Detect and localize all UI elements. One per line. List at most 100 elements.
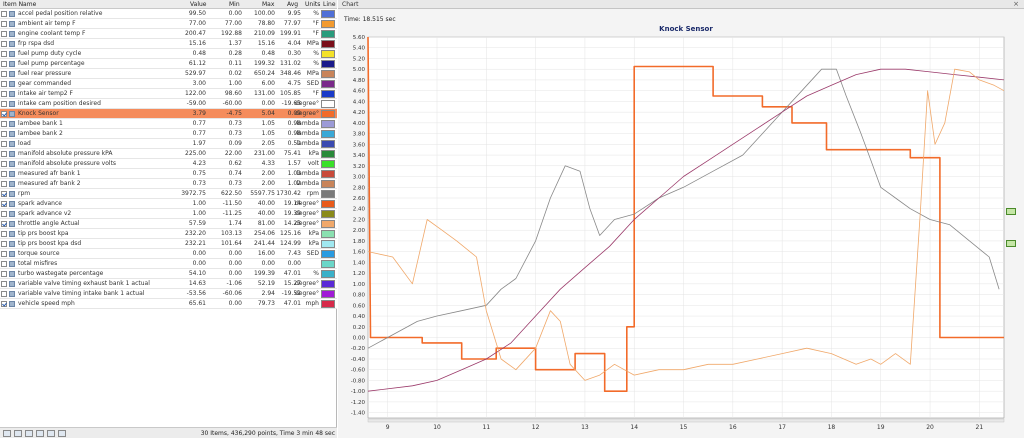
channel-row[interactable]: variable valve timing intake bank 1 actu… bbox=[0, 289, 337, 299]
channel-row[interactable]: intake cam position desired -59.00 -60.00 0… bbox=[0, 99, 337, 109]
line-color-swatch[interactable] bbox=[321, 80, 335, 88]
line-color-swatch[interactable] bbox=[321, 50, 335, 58]
channel-checkbox[interactable] bbox=[1, 201, 7, 207]
channel-checkbox[interactable] bbox=[1, 141, 7, 147]
line-color-swatch[interactable] bbox=[321, 250, 335, 258]
line-icon[interactable] bbox=[47, 430, 55, 437]
channel-checkbox[interactable] bbox=[1, 241, 7, 247]
channel-row[interactable]: engine coolant temp F 200.47 192.88 210.09 1… bbox=[0, 29, 337, 39]
line-color-swatch[interactable] bbox=[321, 100, 335, 108]
zoom-in-icon[interactable] bbox=[1006, 208, 1016, 215]
channel-row[interactable]: turbo wastegate percentage 54.10 0.00 199.3… bbox=[0, 269, 337, 279]
channel-row[interactable]: manifold absolute pressure volts 4.23 0.62… bbox=[0, 159, 337, 169]
channel-row[interactable]: fuel pump duty cycle 0.48 0.28 0.48 0.30% bbox=[0, 49, 337, 59]
line-color-swatch[interactable] bbox=[321, 40, 335, 48]
channel-row[interactable]: spark advance 1.00 -11.50 40.00 19.14 degree° bbox=[0, 199, 337, 209]
line-color-swatch[interactable] bbox=[321, 20, 335, 28]
channel-row[interactable]: ambient air temp F 77.00 77.00 78.80 77.97 °F bbox=[0, 19, 337, 29]
line-color-swatch[interactable] bbox=[321, 70, 335, 78]
channel-row[interactable]: fuel pump percentage 61.12 0.11 199.32 131.0… bbox=[0, 59, 337, 69]
line-color-swatch[interactable] bbox=[321, 240, 335, 248]
channel-checkbox[interactable] bbox=[1, 251, 7, 257]
line-color-swatch[interactable] bbox=[321, 150, 335, 158]
line-color-swatch[interactable] bbox=[321, 210, 335, 218]
remove-icon[interactable] bbox=[14, 430, 22, 437]
channel-checkbox[interactable] bbox=[1, 51, 7, 57]
zoom-icon[interactable] bbox=[36, 430, 44, 437]
channel-checkbox[interactable] bbox=[1, 21, 7, 27]
channel-checkbox[interactable] bbox=[1, 111, 7, 117]
channel-checkbox[interactable] bbox=[1, 31, 7, 37]
channel-row[interactable]: frp rspa dsd 15.16 1.37 15.16 4.04 MPa bbox=[0, 39, 337, 49]
col-header-line[interactable]: Line bbox=[323, 1, 336, 8]
channel-row[interactable]: throttle angle Actual 57.59 1.74 81.00 14.23… bbox=[0, 219, 337, 229]
channel-row[interactable]: rpm 3972.75 622.50 5597.75 1730.42 rpm bbox=[0, 189, 337, 199]
channel-row[interactable]: load 1.97 0.09 2.05 0.51 lambda bbox=[0, 139, 337, 149]
line-color-swatch[interactable] bbox=[321, 110, 335, 118]
channel-checkbox[interactable] bbox=[1, 221, 7, 227]
line-color-swatch[interactable] bbox=[321, 170, 335, 178]
line-color-swatch[interactable] bbox=[321, 200, 335, 208]
channel-row[interactable]: tip prs boost kpa dsd 232.21 101.64 241.44 1… bbox=[0, 239, 337, 249]
col-header-value[interactable]: Value bbox=[190, 1, 207, 8]
channel-checkbox[interactable] bbox=[1, 271, 7, 277]
channel-row[interactable]: gear commanded 3.00 1.00 6.00 4.75 SED bbox=[0, 79, 337, 89]
col-header-avg[interactable]: Avg bbox=[287, 1, 299, 8]
channel-checkbox[interactable] bbox=[1, 71, 7, 77]
col-header-units[interactable]: Units bbox=[305, 1, 321, 8]
zoom-out-icon[interactable] bbox=[1006, 240, 1016, 247]
line-color-swatch[interactable] bbox=[321, 60, 335, 68]
line-color-swatch[interactable] bbox=[321, 10, 335, 18]
channel-checkbox[interactable] bbox=[1, 101, 7, 107]
channel-row[interactable]: total misfires 0.00 0.00 0.00 0.00 bbox=[0, 259, 337, 269]
channel-checkbox[interactable] bbox=[1, 11, 7, 17]
channel-checkbox[interactable] bbox=[1, 131, 7, 137]
channel-row[interactable]: variable valve timing exhaust bank 1 act… bbox=[0, 279, 337, 289]
channel-checkbox[interactable] bbox=[1, 291, 7, 297]
channel-checkbox[interactable] bbox=[1, 161, 7, 167]
channel-row[interactable]: spark advance v2 1.00 -11.25 40.00 19.39 degr… bbox=[0, 209, 337, 219]
line-color-swatch[interactable] bbox=[321, 270, 335, 278]
channel-checkbox[interactable] bbox=[1, 211, 7, 217]
channel-row[interactable]: measured afr bank 2 0.73 0.73 2.00 1.02 lambd… bbox=[0, 179, 337, 189]
col-header-item-name[interactable]: Item Name bbox=[3, 1, 37, 8]
line-color-swatch[interactable] bbox=[321, 120, 335, 128]
line-color-swatch[interactable] bbox=[321, 190, 335, 198]
line-color-swatch[interactable] bbox=[321, 230, 335, 238]
chart-icon[interactable] bbox=[58, 430, 66, 437]
line-color-swatch[interactable] bbox=[321, 220, 335, 228]
channel-row[interactable]: measured afr bank 1 0.75 0.74 2.00 1.03 lambd… bbox=[0, 169, 337, 179]
close-icon[interactable]: × bbox=[1013, 0, 1019, 8]
channel-checkbox[interactable] bbox=[1, 41, 7, 47]
channel-checkbox[interactable] bbox=[1, 301, 7, 307]
knock-sensor-chart[interactable]: Knock Sensor -1.40 -1.20 -1.00 -0.80 -0.60 -0.… bbox=[338, 0, 1024, 438]
line-color-swatch[interactable] bbox=[321, 140, 335, 148]
channel-row[interactable]: Knock Sensor 3.79 -4.75 5.04 0.09 degree° bbox=[0, 109, 337, 119]
col-header-min[interactable]: Min bbox=[229, 1, 240, 8]
channel-checkbox[interactable] bbox=[1, 181, 7, 187]
channel-checkbox[interactable] bbox=[1, 191, 7, 197]
channel-row[interactable]: lambee bank 1 0.77 0.73 1.05 0.98 lambda bbox=[0, 119, 337, 129]
channel-row[interactable]: manifold absolute pressure kPA 225.00 22.0… bbox=[0, 149, 337, 159]
add-icon[interactable] bbox=[3, 430, 11, 437]
channel-checkbox[interactable] bbox=[1, 261, 7, 267]
channel-checkbox[interactable] bbox=[1, 121, 7, 127]
line-color-swatch[interactable] bbox=[321, 300, 335, 308]
channel-row[interactable]: fuel rear pressure 529.97 0.02 650.24 348.46… bbox=[0, 69, 337, 79]
line-color-swatch[interactable] bbox=[321, 30, 335, 38]
channel-checkbox[interactable] bbox=[1, 91, 7, 97]
line-color-swatch[interactable] bbox=[321, 160, 335, 168]
line-color-swatch[interactable] bbox=[321, 280, 335, 288]
line-color-swatch[interactable] bbox=[321, 180, 335, 188]
channel-checkbox[interactable] bbox=[1, 81, 7, 87]
channel-row[interactable]: accel pedal position relative 99.50 0.00 10… bbox=[0, 9, 337, 19]
channel-checkbox[interactable] bbox=[1, 61, 7, 67]
channel-row[interactable]: vehicle speed mph 65.61 0.00 79.73 47.01 mph bbox=[0, 299, 337, 309]
line-color-swatch[interactable] bbox=[321, 130, 335, 138]
line-color-swatch[interactable] bbox=[321, 260, 335, 268]
time-scrollbar[interactable] bbox=[367, 418, 1005, 423]
col-header-max[interactable]: Max bbox=[262, 1, 275, 8]
save-icon[interactable] bbox=[25, 430, 33, 437]
line-color-swatch[interactable] bbox=[321, 290, 335, 298]
channel-checkbox[interactable] bbox=[1, 231, 7, 237]
